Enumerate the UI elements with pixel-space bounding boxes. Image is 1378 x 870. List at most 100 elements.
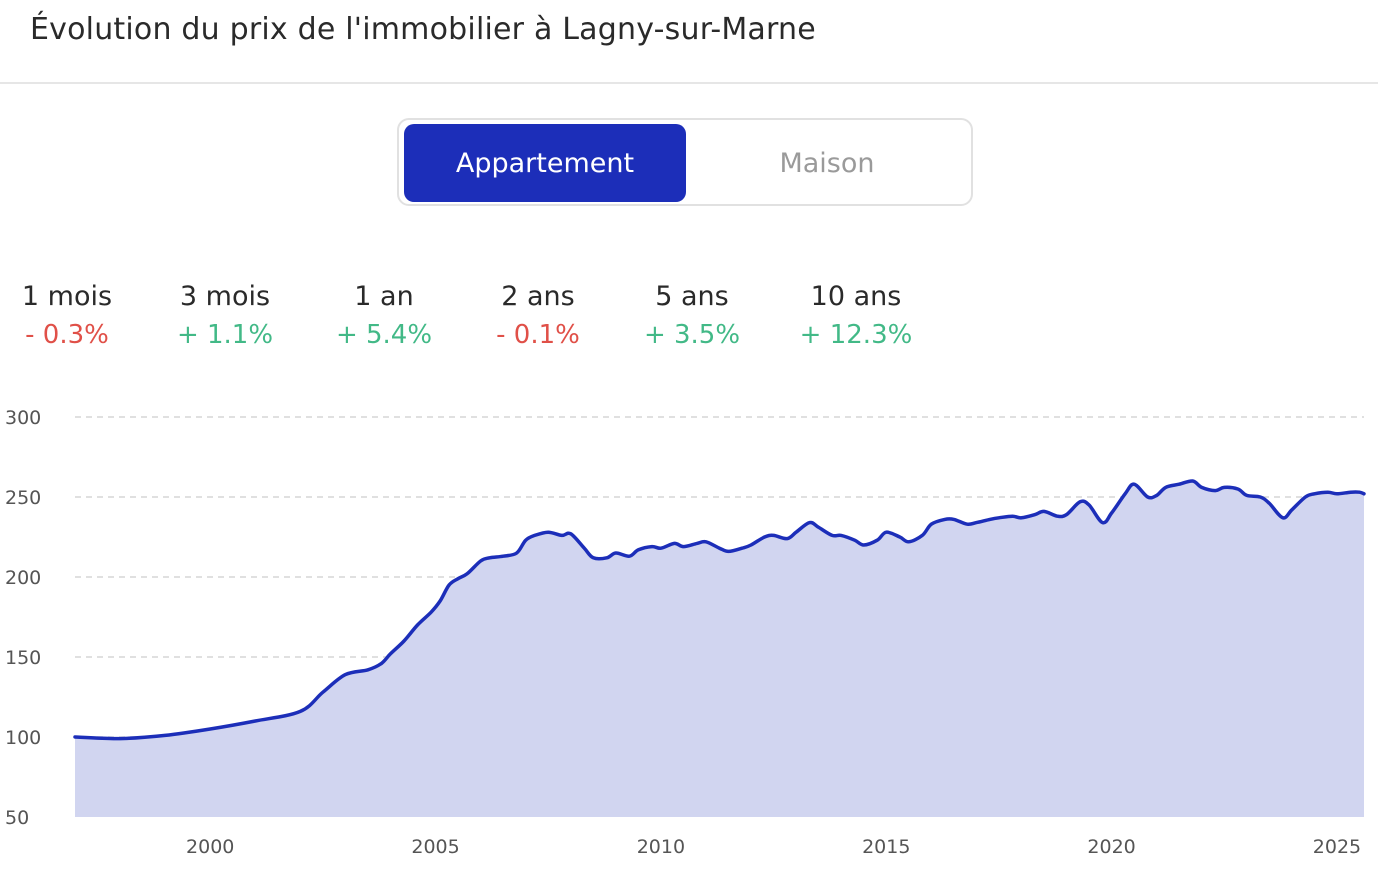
data-point	[447, 583, 451, 587]
price-evolution-chart: 300 250 200 150 100 50 2000 2005 2010 2015 2020 202…	[5, 407, 1366, 858]
data-point	[605, 556, 609, 560]
period-label: 3 mois	[179, 281, 271, 312]
data-point	[627, 554, 631, 558]
period-value: + 1.1%	[176, 320, 274, 350]
data-point	[402, 639, 406, 643]
data-point	[1011, 514, 1015, 518]
data-point	[1056, 514, 1060, 518]
data-point	[636, 548, 640, 552]
data-point	[591, 556, 595, 560]
data-point	[794, 530, 798, 534]
data-point	[1020, 516, 1024, 520]
x-tick-label: 2010	[637, 836, 685, 858]
data-point	[560, 533, 564, 537]
data-point	[614, 551, 618, 555]
data-point	[672, 541, 676, 545]
data-point	[681, 545, 685, 549]
data-point	[830, 533, 834, 537]
period-label: 5 ans	[655, 281, 729, 312]
x-tick-label: 2000	[186, 836, 234, 858]
data-point	[1065, 513, 1069, 517]
toggle-maison-button[interactable]: Maison	[779, 147, 875, 179]
data-point	[704, 540, 708, 544]
data-point	[920, 533, 924, 537]
toggle-appartement-button[interactable]: Appartement	[404, 124, 686, 202]
data-point	[1290, 508, 1294, 512]
data-point	[965, 522, 969, 526]
data-point	[1335, 492, 1339, 496]
data-point	[1258, 495, 1262, 499]
data-point	[569, 532, 573, 536]
data-point	[875, 538, 879, 542]
data-point	[298, 709, 302, 713]
period-2-ans: 2 ans - 0.1%	[463, 278, 613, 354]
data-point	[321, 690, 325, 694]
data-point	[515, 551, 519, 555]
data-point	[163, 733, 167, 737]
y-tick-label: 300	[5, 407, 41, 429]
y-tick-label: 200	[5, 567, 41, 589]
data-point	[785, 537, 789, 541]
data-point	[808, 521, 812, 525]
data-point	[740, 546, 744, 550]
data-point	[208, 727, 212, 731]
data-point	[1132, 482, 1136, 486]
data-point	[1191, 479, 1195, 483]
data-point	[650, 545, 654, 549]
period-label: 1 mois	[21, 281, 113, 312]
data-point	[817, 525, 821, 529]
data-point	[763, 535, 767, 539]
page-title: Évolution du prix de l'immobilier à Lagn…	[30, 12, 816, 47]
data-point	[1267, 501, 1271, 505]
data-point	[1164, 485, 1168, 489]
data-point	[118, 737, 122, 741]
data-point	[943, 517, 947, 521]
period-value: - 0.1%	[496, 320, 580, 350]
data-point	[366, 668, 370, 672]
period-5-ans: 5 ans + 3.5%	[617, 278, 767, 354]
data-point	[1358, 490, 1362, 494]
period-changes: 1 mois - 0.3% 3 mois + 1.1% 1 an + 5.4% …	[0, 278, 1000, 368]
data-point	[997, 516, 1001, 520]
data-point	[1123, 492, 1127, 496]
data-point	[416, 623, 420, 627]
data-point	[749, 543, 753, 547]
data-point	[429, 610, 433, 614]
data-point	[988, 517, 992, 521]
period-value: - 0.3%	[25, 320, 109, 350]
data-point	[1101, 521, 1105, 525]
data-point	[1200, 485, 1204, 489]
data-point	[862, 543, 866, 547]
period-value: + 12.3%	[799, 320, 913, 350]
data-point	[488, 556, 492, 560]
price-area	[75, 480, 1364, 817]
data-point	[907, 540, 911, 544]
data-point	[1236, 487, 1240, 491]
data-point	[1078, 500, 1082, 504]
data-point	[1087, 503, 1091, 507]
data-point	[73, 735, 77, 739]
data-point	[1326, 490, 1330, 494]
y-tick-label: 50	[5, 807, 29, 829]
period-10-ans: 10 ans + 12.3%	[781, 278, 931, 354]
data-point	[1222, 485, 1226, 489]
period-value: + 5.4%	[335, 320, 433, 350]
data-point	[533, 533, 537, 537]
data-point	[438, 599, 442, 603]
data-point	[456, 577, 460, 581]
period-3-mois: 3 mois + 1.1%	[150, 278, 300, 354]
data-point	[546, 530, 550, 534]
data-point	[727, 549, 731, 553]
period-label: 1 an	[354, 281, 414, 312]
period-1-mois: 1 mois - 0.3%	[0, 278, 142, 354]
data-point	[898, 535, 902, 539]
data-point	[1281, 516, 1285, 520]
data-point	[1303, 495, 1307, 499]
data-point	[659, 546, 663, 550]
data-point	[1042, 509, 1046, 513]
data-point	[1146, 495, 1150, 499]
data-point	[718, 546, 722, 550]
data-point	[1177, 482, 1181, 486]
y-tick-label: 150	[5, 647, 41, 669]
data-point	[952, 517, 956, 521]
